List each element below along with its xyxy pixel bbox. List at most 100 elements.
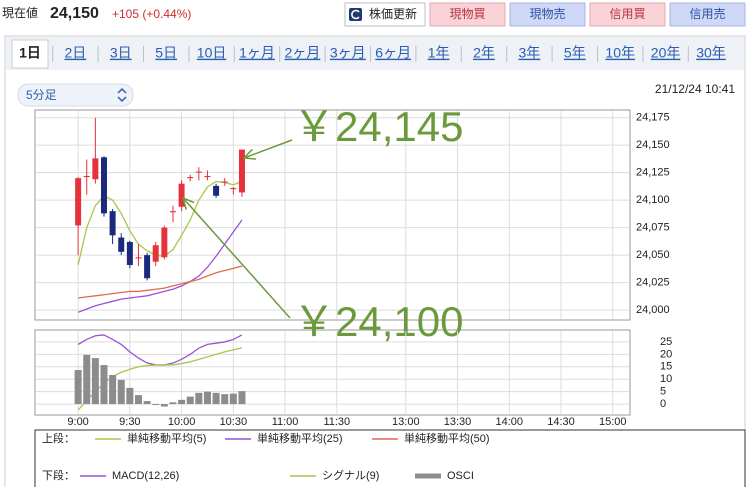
tab[interactable]: 2年 [473, 45, 495, 61]
y-tick-label: 5 [660, 386, 666, 398]
candle-body [135, 257, 142, 259]
button[interactable] [429, 2, 506, 27]
legend-lower: 下段： [42, 468, 75, 482]
candle-body [100, 157, 107, 214]
candle-body [187, 177, 194, 179]
tab[interactable]: 1日 [19, 45, 41, 61]
macd-plot-frame [34, 329, 631, 416]
button-label[interactable]: 信用買 [609, 7, 645, 21]
candle-body [204, 175, 211, 178]
osci-bar [83, 354, 91, 405]
osci-bar [100, 365, 108, 405]
tab[interactable]: 6ヶ月 [375, 45, 411, 61]
price-label: 現在値 [2, 5, 38, 20]
legend-label: 単純移動平均(50) [404, 431, 490, 445]
tab[interactable]: 3年 [519, 45, 541, 61]
legend-upper: 上段： [42, 431, 75, 445]
tab-bar [6, 37, 744, 70]
tab[interactable]: 5日 [155, 45, 177, 61]
candle-body [161, 227, 168, 258]
osci-bar [169, 402, 177, 405]
osci-bar [74, 370, 82, 405]
y-tick-label: 0 [660, 398, 666, 410]
osci-bar [117, 379, 125, 405]
tab[interactable]: 3日 [110, 45, 132, 61]
y-tick-label: 20 [660, 348, 672, 360]
tab[interactable]: 1年 [428, 45, 450, 61]
osci-bar [203, 391, 211, 405]
candle-body [178, 183, 185, 207]
candle-body [221, 181, 228, 183]
current-price: 24,150 [50, 5, 99, 22]
osci-bar [178, 399, 186, 405]
line-series [78, 265, 243, 299]
button[interactable] [344, 2, 426, 27]
candle-body [169, 211, 176, 213]
annotation: ￥24,145 [293, 103, 463, 150]
osci-bar [229, 393, 237, 405]
x-tick-label: 13:00 [392, 416, 420, 428]
interval-select[interactable] [17, 83, 134, 107]
candle-body [230, 188, 237, 190]
y-tick-label: 24,000 [636, 304, 670, 316]
button[interactable] [589, 2, 666, 27]
candle-body [83, 175, 90, 178]
annotation-arrowhead [181, 196, 195, 210]
tab[interactable]: 10日 [197, 45, 227, 61]
tab[interactable]: 30年 [696, 45, 726, 61]
y-tick-label: 24,025 [636, 277, 670, 289]
x-tick-label: 14:30 [547, 416, 575, 428]
legend-label: 単純移動平均(5) [127, 431, 206, 445]
osci-bar [160, 404, 168, 407]
button[interactable] [509, 2, 586, 27]
candle-body [109, 211, 116, 236]
y-tick-label: 25 [660, 336, 672, 348]
osci-bar [152, 404, 160, 406]
button-label[interactable]: 株価更新 [369, 6, 417, 21]
osci-bar [143, 401, 151, 405]
tab[interactable]: 2日 [65, 45, 87, 61]
tab[interactable]: 10年 [605, 45, 635, 61]
tab[interactable]: 2ヶ月 [285, 45, 321, 61]
interval-label[interactable]: 5分足 [26, 88, 57, 102]
tab-selected[interactable] [11, 39, 49, 69]
price-change: +105 (+0.44%) [112, 7, 191, 21]
x-tick-label: 15:00 [599, 416, 627, 428]
candle-body [92, 158, 99, 180]
tab[interactable]: 3ヶ月 [330, 45, 366, 61]
legend-label: シグナル(9) [322, 468, 379, 482]
annotation: ￥24,100 [293, 298, 463, 345]
button-label[interactable]: 現物売 [529, 6, 565, 21]
osci-bar [109, 374, 117, 405]
annotation-arrow [182, 197, 291, 319]
candle-body [213, 185, 220, 196]
legend-label: 単純移動平均(25) [257, 431, 343, 445]
button[interactable] [669, 2, 746, 27]
tab[interactable]: 5年 [564, 45, 586, 61]
x-tick-label: 11:00 [272, 416, 299, 428]
y-tick-label: 10 [660, 373, 672, 385]
y-tick-label: 24,125 [636, 167, 670, 179]
osci-bar [126, 387, 134, 405]
x-tick-label: 10:00 [168, 416, 196, 428]
osci-bar [221, 394, 229, 405]
button-label[interactable]: 信用売 [689, 6, 725, 21]
x-tick-label: 11:30 [323, 416, 350, 428]
button-label[interactable]: 現物買 [449, 7, 485, 21]
candle-body [152, 245, 159, 262]
y-tick-label: 24,075 [636, 222, 670, 234]
tab[interactable]: 1ヶ月 [239, 45, 275, 61]
annotation-arrow [243, 139, 293, 159]
osci-bar [186, 396, 194, 405]
candle-body [75, 178, 82, 226]
tab[interactable]: 20年 [651, 45, 681, 61]
osci-bar [195, 392, 203, 405]
x-tick-label: 9:00 [67, 416, 88, 428]
osci-bar [91, 358, 99, 405]
candle-body [126, 241, 133, 266]
timestamp: 21/12/24 10:41 [655, 82, 735, 96]
osci-bar [238, 391, 246, 405]
y-tick-label: 24,050 [636, 249, 670, 261]
x-tick-label: 13:30 [444, 416, 472, 428]
